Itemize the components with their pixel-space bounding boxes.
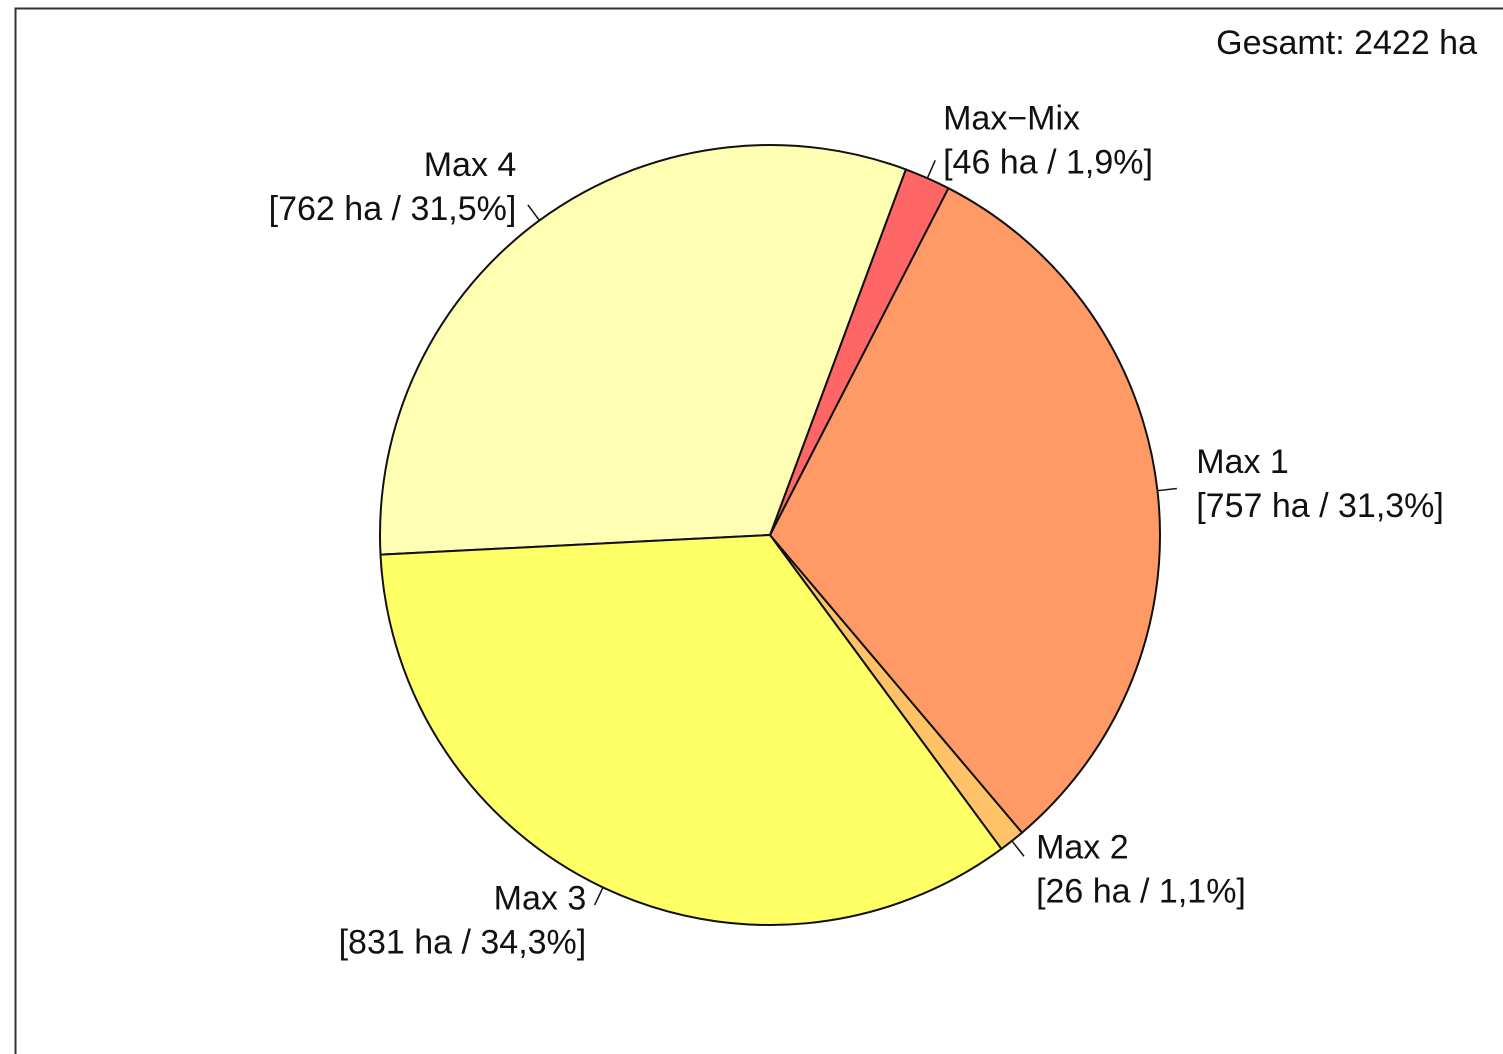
slice-value-label: [762 ha / 31,5%] [269,190,517,228]
slice-value-label: [46 ha / 1,9%] [943,143,1153,181]
slice-label: Max 2 [1036,829,1129,867]
slice-label: Max 1 [1196,443,1289,481]
slice-value-label: [831 ha / 34,3%] [339,924,587,962]
leader-line [1011,840,1025,857]
frame [14,7,1503,1054]
pie-slice [379,144,908,556]
total-annotation: Gesamt: 2422 ha [1216,24,1477,62]
pie-slice [768,186,1161,835]
leader-line [593,887,604,906]
pie-slice [379,533,1003,926]
leader-line [527,204,540,221]
slice-value-label: [757 ha / 31,3%] [1196,487,1444,525]
leader-line [1157,487,1177,492]
slice-label: Max 3 [494,880,587,918]
slice-label: Max−Mix [943,99,1080,137]
slice-label: Max 4 [424,146,517,184]
slice-value-label: [26 ha / 1,1%] [1036,873,1246,911]
leader-line [926,160,936,179]
